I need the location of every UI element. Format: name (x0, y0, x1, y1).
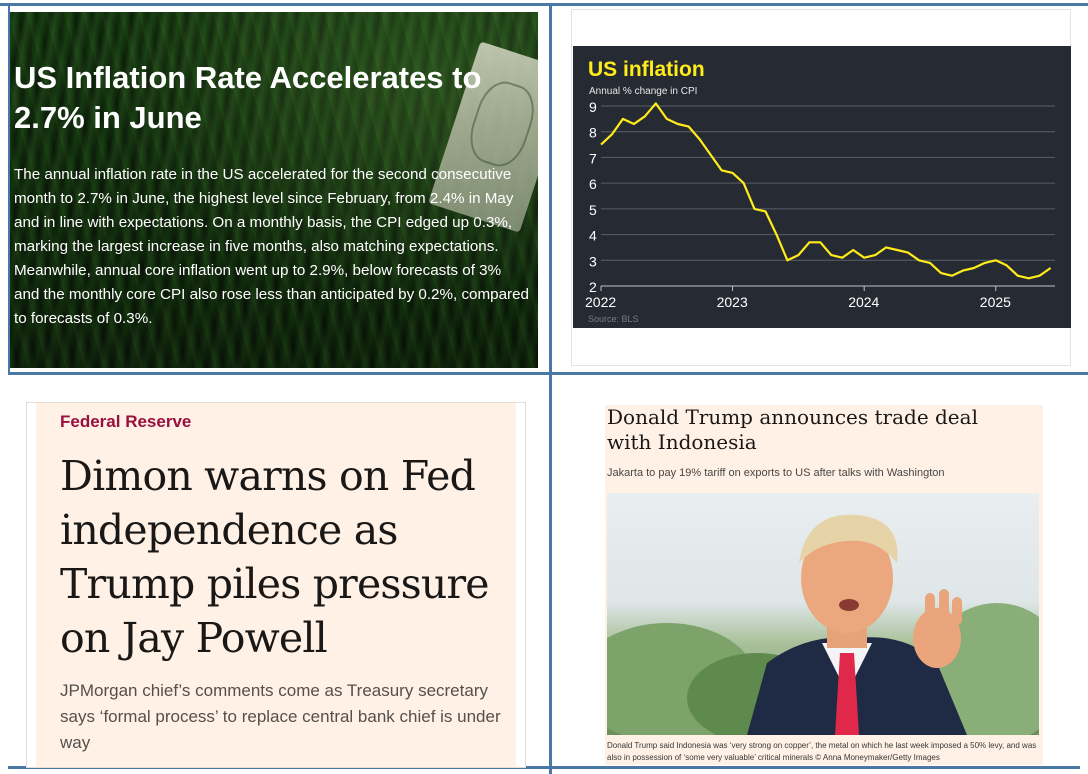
x-tick-label-2022: 2022 (585, 294, 616, 310)
left-divider-top (8, 6, 10, 372)
chart-title: US inflation (588, 58, 705, 81)
x-tick-label-2025: 2025 (980, 294, 1011, 310)
dimon-standfirst: JPMorgan chief’s comments come as Treasu… (60, 681, 501, 752)
indonesia-standfirst: Jakarta to pay 19% tariff on exports to … (607, 467, 945, 479)
y-tick-label-3: 3 (589, 253, 597, 269)
y-tick-label-9: 9 (589, 99, 597, 115)
us-inflation-chart: 9 8 7 6 5 4 3 2 2022 2023 2024 2025 US inflation An… (573, 46, 1071, 328)
indonesia-article[interactable]: Donald Trump announces trade deal with I… (605, 405, 1043, 765)
x-tick-label-2024: 2024 (848, 294, 879, 310)
section-kicker[interactable]: Federal Reserve (60, 412, 192, 431)
x-tick-label-2023: 2023 (717, 294, 748, 310)
y-tick-label-6: 6 (589, 176, 597, 192)
bottom-divider (8, 766, 1080, 769)
y-tick-label-5: 5 (589, 202, 597, 218)
vertical-divider (549, 6, 552, 774)
indonesia-headline[interactable]: Donald Trump announces trade deal with I… (607, 405, 978, 454)
horizontal-divider (8, 372, 1088, 375)
trump-photo-illustration (607, 514, 1039, 735)
y-tick-label-4: 4 (589, 228, 597, 244)
chart-subtitle: Annual % change in CPI (589, 86, 698, 97)
inflation-news-card[interactable]: US Inflation Rate Accelerates to 2.7% in… (10, 12, 538, 368)
photo-caption: Donald Trump said Indonesia was ‘very st… (607, 741, 1037, 762)
y-tick-label-7: 7 (589, 150, 597, 166)
chart-source: Source: BLS (588, 314, 639, 324)
inflation-headline[interactable]: US Inflation Rate Accelerates to 2.7% in… (14, 60, 482, 135)
top-divider (0, 3, 1088, 6)
dimon-headline[interactable]: Dimon warns on Fed independence as Trump… (60, 452, 490, 662)
y-tick-label-8: 8 (589, 125, 597, 141)
cpi-series-line (600, 102, 1052, 280)
inflation-summary: The annual inflation rate in the US acce… (14, 166, 529, 327)
trump-photo (607, 493, 1039, 735)
y-tick-label-2: 2 (589, 279, 597, 295)
dimon-article[interactable]: Federal Reserve Dimon warns on Fed indep… (36, 403, 516, 767)
